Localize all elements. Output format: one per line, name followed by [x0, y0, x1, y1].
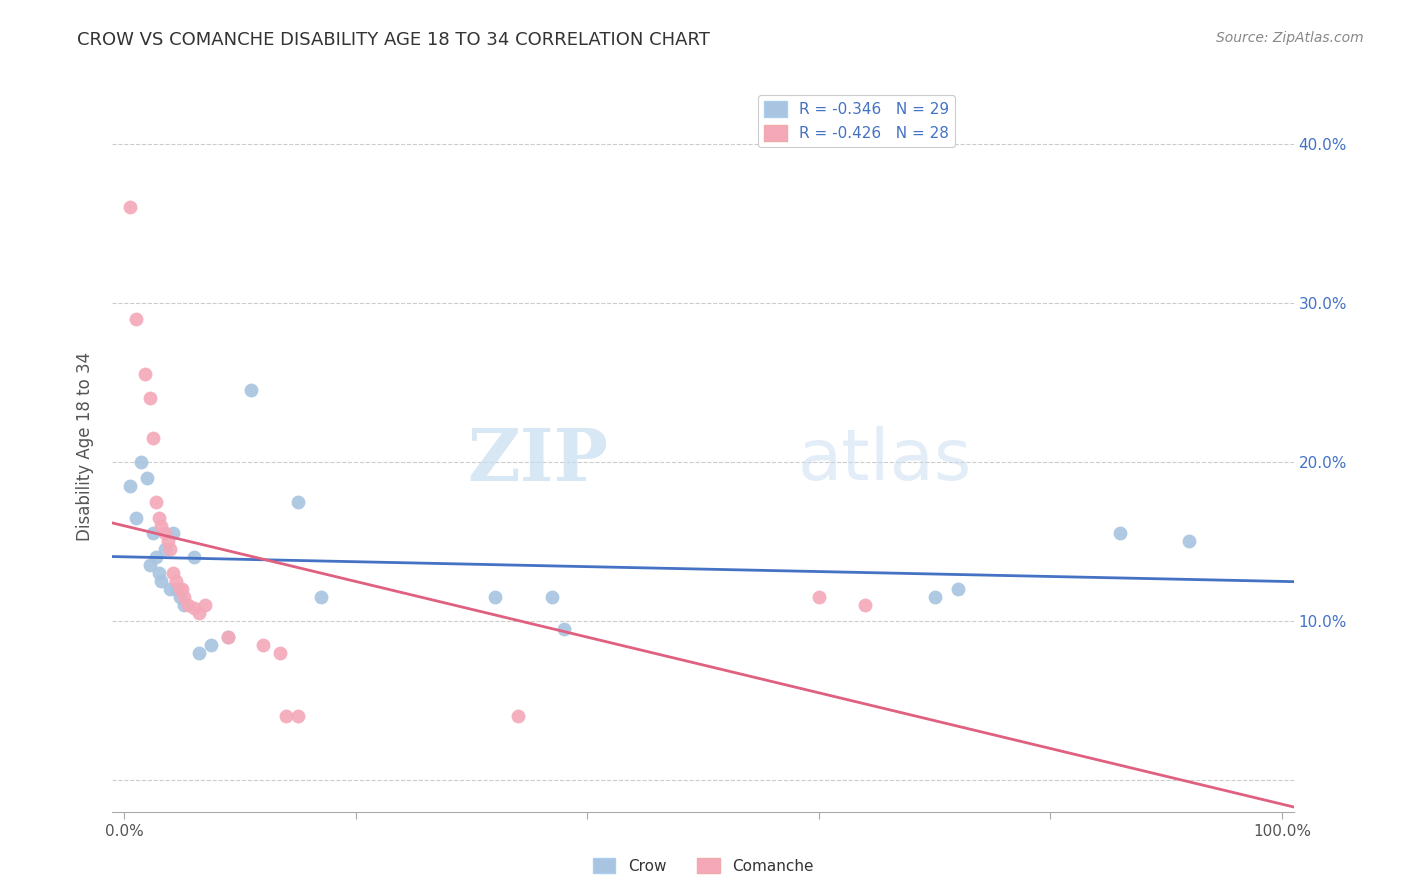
Point [287, 709, 309, 723]
Point [136, 471, 159, 485]
Point [200, 638, 222, 652]
Point [162, 526, 184, 541]
Point [145, 550, 167, 565]
Text: atlas: atlas [797, 426, 972, 495]
Point [170, 582, 193, 596]
Point [217, 630, 239, 644]
Point [484, 590, 506, 604]
Point [142, 431, 165, 445]
Legend: Crow, Comanche: Crow, Comanche [586, 852, 820, 880]
Point [1178, 534, 1201, 549]
Point [194, 598, 217, 612]
Point [946, 582, 969, 596]
Point [188, 606, 211, 620]
Point [148, 510, 170, 524]
Point [169, 582, 191, 596]
Y-axis label: Disability Age 18 to 34: Disability Age 18 to 34 [76, 351, 94, 541]
Point [145, 494, 167, 508]
Point [541, 590, 564, 604]
Point [177, 598, 200, 612]
Point [124, 510, 146, 524]
Text: ZIP: ZIP [468, 425, 609, 496]
Point [153, 526, 176, 541]
Point [309, 590, 332, 604]
Point [169, 590, 191, 604]
Point [150, 518, 173, 533]
Point [924, 590, 946, 604]
Point [252, 638, 274, 652]
Point [1108, 526, 1130, 541]
Point [124, 311, 146, 326]
Legend: R = -0.346   N = 29, R = -0.426   N = 28: R = -0.346 N = 29, R = -0.426 N = 28 [758, 95, 955, 147]
Point [183, 601, 205, 615]
Point [118, 479, 141, 493]
Point [150, 574, 173, 589]
Point [153, 542, 176, 557]
Point [807, 590, 830, 604]
Point [118, 201, 141, 215]
Point [287, 494, 309, 508]
Point [131, 455, 153, 469]
Point [173, 590, 195, 604]
Point [188, 646, 211, 660]
Point [853, 598, 876, 612]
Point [159, 582, 181, 596]
Point [134, 368, 156, 382]
Point [162, 566, 184, 581]
Point [165, 574, 187, 589]
Point [173, 598, 195, 612]
Point [142, 526, 165, 541]
Point [183, 550, 205, 565]
Point [138, 392, 160, 406]
Point [159, 542, 181, 557]
Point [148, 566, 170, 581]
Text: CROW VS COMANCHE DISABILITY AGE 18 TO 34 CORRELATION CHART: CROW VS COMANCHE DISABILITY AGE 18 TO 34… [77, 31, 710, 49]
Point [553, 622, 575, 636]
Point [506, 709, 529, 723]
Point [165, 582, 187, 596]
Point [269, 646, 291, 660]
Text: Source: ZipAtlas.com: Source: ZipAtlas.com [1216, 31, 1364, 45]
Point [217, 630, 239, 644]
Point [276, 709, 298, 723]
Point [240, 384, 263, 398]
Point [138, 558, 160, 573]
Point [157, 534, 180, 549]
